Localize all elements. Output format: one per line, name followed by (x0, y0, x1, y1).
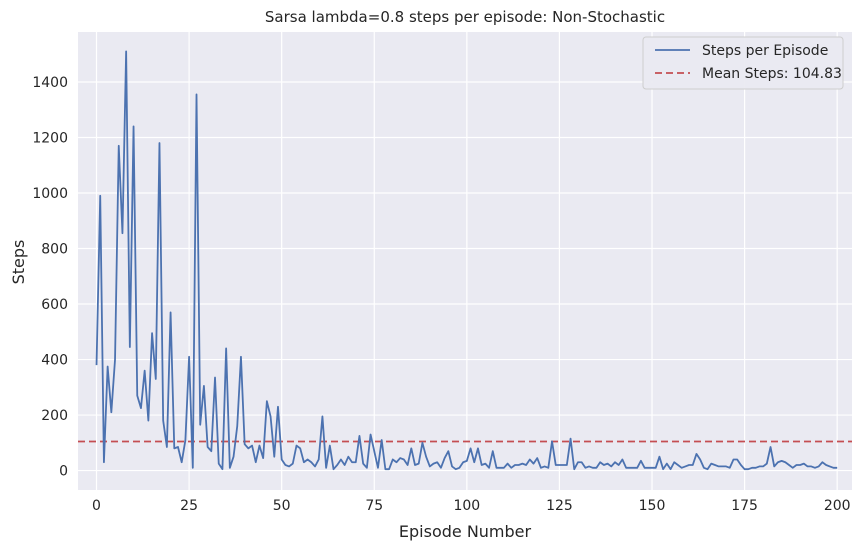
x-tick-label: 200 (824, 498, 851, 514)
x-tick-label: 125 (546, 498, 573, 514)
grid-lines (78, 32, 852, 490)
y-tick-label: 0 (59, 464, 68, 480)
x-tick-labels: 0 25 50 75 100 125 150 175 200 (92, 498, 850, 514)
x-tick-label: 25 (180, 498, 198, 514)
y-tick-label: 600 (41, 297, 68, 313)
steps-series-line (95, 50, 838, 471)
y-tick-label: 800 (41, 242, 68, 258)
y-axis-label: Steps (9, 240, 28, 285)
x-tick-label: 150 (639, 498, 666, 514)
x-tick-label: 175 (731, 498, 758, 514)
series-layer (95, 50, 838, 471)
y-tick-label: 1000 (32, 186, 68, 202)
y-tick-label: 1200 (32, 130, 68, 146)
y-tick-label: 400 (41, 353, 68, 369)
legend-mean-label: Mean Steps: 104.83 (702, 66, 842, 82)
x-tick-label: 75 (365, 498, 383, 514)
plot-background (78, 32, 852, 490)
x-tick-label: 0 (92, 498, 101, 514)
legend-series-label: Steps per Episode (702, 43, 828, 59)
x-tick-label: 100 (453, 498, 480, 514)
y-tick-label: 200 (41, 408, 68, 424)
legend: Steps per Episode Mean Steps: 104.83 (642, 36, 844, 90)
y-tick-label: 1400 (32, 75, 68, 91)
x-tick-label: 50 (273, 498, 291, 514)
legend-box (642, 36, 844, 90)
x-axis-label: Episode Number (399, 522, 532, 541)
y-tick-labels: 0 200 400 600 800 1000 1200 1400 (32, 75, 68, 480)
chart-title: Sarsa lambda=0.8 steps per episode: Non-… (265, 8, 665, 26)
